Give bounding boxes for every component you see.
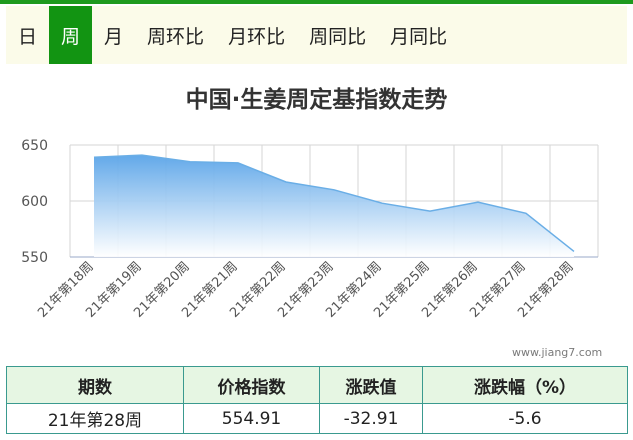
header-change-percent: 涨跌幅（%） [422,366,628,404]
y-tick-label: 650 [21,138,48,154]
watermark: www.jiang7.com [512,346,603,359]
line-series [93,154,575,252]
tab-month[interactable]: 月 [104,25,124,48]
header-period: 期数 [6,366,184,404]
y-tick-label: 550 [21,250,48,266]
header-change-value: 涨跌值 [319,366,423,404]
table-header-row: 期数 价格指数 涨跌值 涨跌幅（%） [6,366,628,404]
tab-week-year-over-year[interactable]: 周同比 [309,25,367,48]
cell-change-percent: -5.6 [422,403,628,434]
y-tick-label: 600 [21,194,48,210]
index-trend-chart: 650 600 550 21年第18周21年第19周21年第20周21年第21周21… [21,138,599,321]
tab-week-over-week[interactable]: 周环比 [147,25,205,48]
tab-month-year-over-year[interactable]: 月同比 [390,25,448,48]
table-row: 21年第28周 554.91 -32.91 -5.6 [6,403,628,434]
header-price-index: 价格指数 [183,366,320,404]
chart-title: 中国·生姜周定基指数走势 [185,87,448,113]
area-series [94,155,574,257]
summary-table: 期数 价格指数 涨跌值 涨跌幅（%） 21年第28周 554.91 -32.91… [6,366,628,434]
tab-month-over-month[interactable]: 月环比 [228,25,286,48]
cell-price-index: 554.91 [183,403,320,434]
cell-change-value: -32.91 [319,403,423,434]
x-axis-ticks: 21年第18周21年第19周21年第20周21年第21周21年第22周21年第2… [35,259,577,321]
period-tabs: 日 周 月 周环比 月环比 周同比 月同比 [6,6,627,64]
cell-period: 21年第28周 [6,403,184,434]
tab-day[interactable]: 日 [18,25,38,48]
top-accent-bar [0,0,633,4]
y-axis-ticks: 650 600 550 [21,138,48,266]
tab-week[interactable]: 周 [49,6,93,64]
